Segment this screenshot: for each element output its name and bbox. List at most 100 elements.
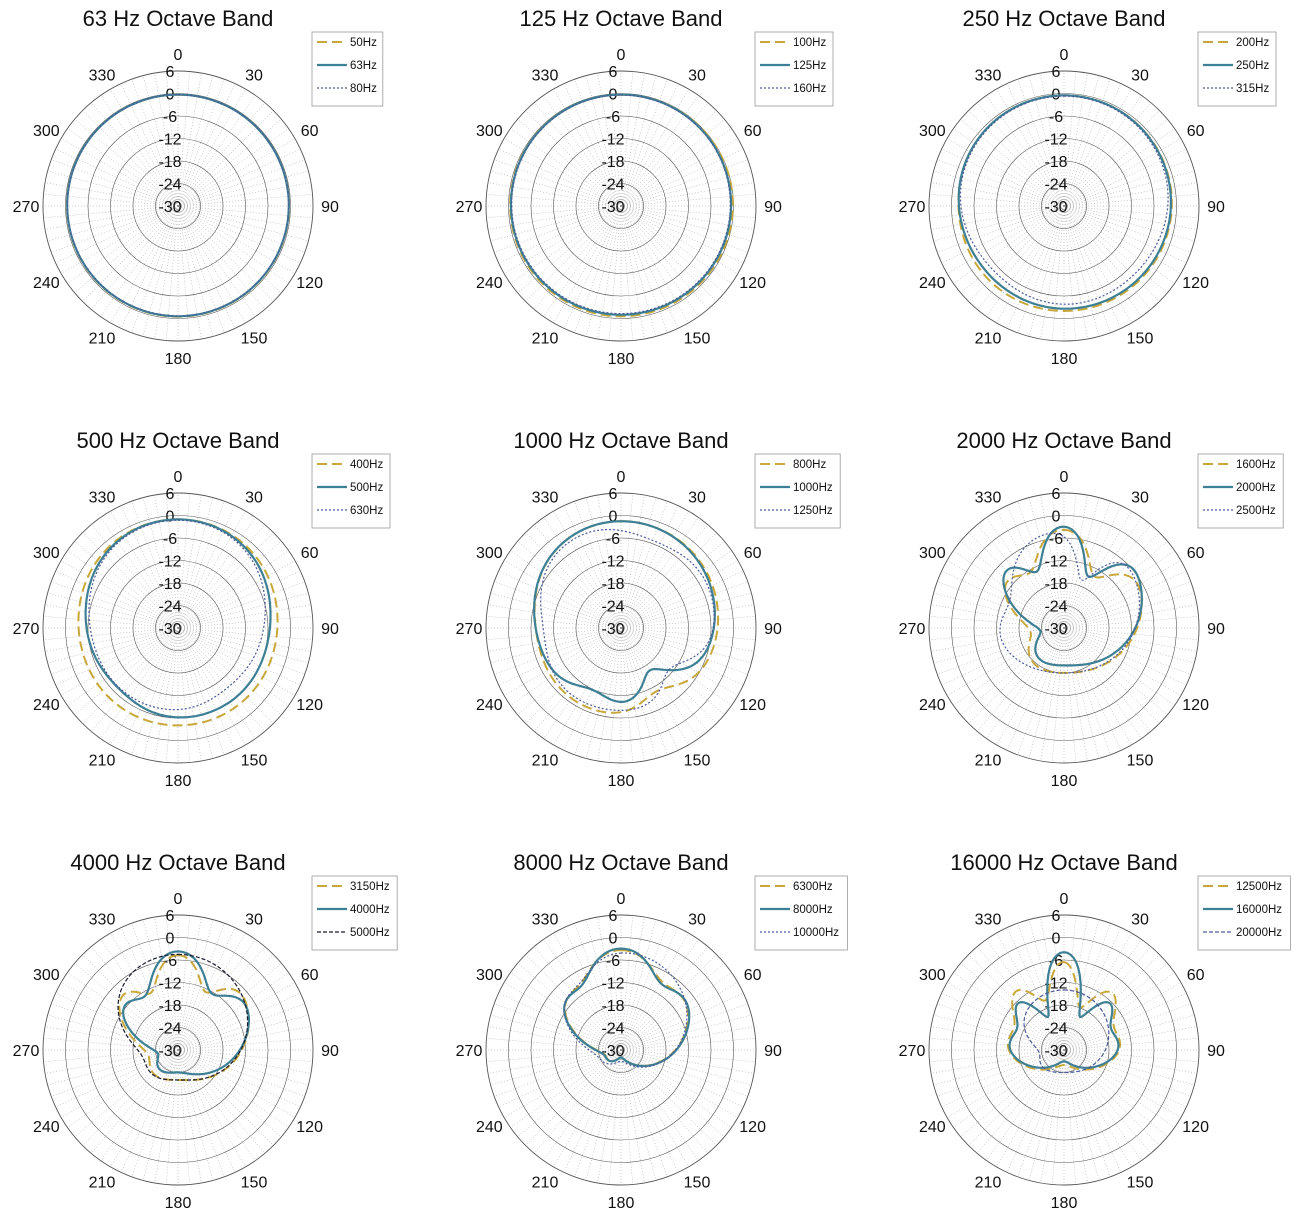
angle-tick-label: 0 (174, 47, 183, 64)
series-line (532, 520, 716, 704)
series-line (957, 94, 1172, 310)
radial-ring (42, 70, 314, 342)
angle-tick-label: 0 (174, 469, 183, 486)
angle-tick-label: 270 (13, 1043, 40, 1060)
radial-ring (485, 492, 757, 764)
legend-entry: 6300Hz (793, 881, 833, 893)
angle-tick-label: 210 (975, 753, 1002, 770)
series-line (66, 93, 290, 317)
legend-box (311, 453, 391, 529)
angle-tick-label: 120 (296, 697, 323, 714)
angle-tick-label: 300 (33, 967, 60, 984)
legend-entry: 250Hz (1236, 60, 1269, 72)
radial-tick-label: -18 (1044, 576, 1067, 593)
angle-tick-label: 150 (1127, 1175, 1154, 1192)
angle-tick-label: 60 (744, 123, 762, 140)
angle-tick-label: 240 (919, 1119, 946, 1136)
angle-tick-label: 0 (1060, 891, 1069, 908)
radial-tick-label: -24 (601, 599, 624, 616)
legend-entry: 1250Hz (793, 505, 833, 517)
radial-ring (598, 183, 644, 229)
angle-tick-label: 300 (919, 545, 946, 562)
series-line (1008, 951, 1120, 1069)
radial-ring (485, 914, 757, 1186)
radial-ring (65, 515, 291, 741)
series-line (1006, 960, 1122, 1071)
radial-ring (508, 937, 734, 1163)
radial-tick-label: -6 (163, 531, 177, 548)
radial-tick-label: -18 (1044, 154, 1067, 171)
angle-tick-label: 330 (89, 67, 116, 84)
legend-box (754, 31, 834, 107)
legend: 6300Hz 8000Hz 10000Hz (754, 875, 848, 951)
legend-entry: 16000Hz (1236, 904, 1282, 916)
angle-tick-label: 0 (1060, 47, 1069, 64)
radial-tick-label: -24 (158, 1021, 181, 1038)
angle-tick-label: 60 (744, 967, 762, 984)
angle-tick-label: 330 (975, 911, 1002, 928)
radial-tick-label: -30 (1044, 621, 1067, 638)
angle-tick-label: 300 (476, 545, 503, 562)
angle-tick-label: 90 (1207, 1043, 1225, 1060)
angle-tick-label: 150 (241, 331, 268, 348)
legend-box (754, 453, 841, 529)
angle-tick-label: 210 (532, 1175, 559, 1192)
radial-tick-label: -30 (158, 621, 181, 638)
angle-tick-label: 180 (1051, 1195, 1078, 1210)
angle-tick-label: 270 (13, 199, 40, 216)
legend: 3150Hz 4000Hz 5000Hz (311, 875, 398, 951)
angle-tick-label: 180 (165, 351, 192, 368)
radial-tick-label: -12 (601, 554, 624, 571)
series-line (117, 953, 249, 1081)
radial-tick-label: -18 (158, 576, 181, 593)
radial-ring (951, 937, 1177, 1163)
angle-tick-label: 120 (1182, 1119, 1209, 1136)
angle-tick-label: 60 (1187, 967, 1205, 984)
angle-tick-label: 270 (456, 199, 483, 216)
radial-tick-label: -18 (601, 576, 624, 593)
angle-tick-label: 240 (919, 275, 946, 292)
chart-title: 2000 Hz Octave Band (956, 428, 1171, 453)
radial-ring (65, 937, 291, 1163)
chart-title: 125 Hz Octave Band (519, 6, 722, 31)
angle-tick-label: 300 (476, 967, 503, 984)
radial-tick-label: -30 (601, 1043, 624, 1060)
angle-tick-label: 90 (1207, 621, 1225, 638)
radial-ring (132, 1004, 224, 1096)
radial-tick-label: -18 (1044, 998, 1067, 1015)
radial-ring (1041, 183, 1087, 229)
legend-box (311, 31, 384, 107)
legend-entry: 1000Hz (793, 482, 833, 494)
radial-tick-label: -24 (1044, 1021, 1067, 1038)
radial-tick-label: 6 (609, 64, 618, 81)
radial-tick-label: 6 (1052, 64, 1061, 81)
radial-tick-label: 0 (166, 509, 175, 526)
radial-ring (996, 560, 1132, 696)
legend-entry: 500Hz (350, 482, 383, 494)
radial-ring (575, 582, 667, 674)
chart-title: 8000 Hz Octave Band (513, 850, 728, 875)
radial-tick-label: -12 (1044, 554, 1067, 571)
polar-chart: 500 Hz Octave Band0306090120150180210240… (13, 428, 391, 790)
polar-chart: 1000 Hz Octave Band030609012015018021024… (456, 428, 841, 790)
angle-tick-label: 210 (89, 753, 116, 770)
series-line (999, 532, 1141, 674)
radial-ring (996, 982, 1132, 1118)
radial-ring (132, 582, 224, 674)
angle-tick-label: 30 (245, 489, 263, 506)
radial-tick-label: -6 (163, 953, 177, 970)
series-line (122, 950, 250, 1076)
radial-ring (530, 115, 712, 297)
angle-tick-label: 240 (33, 697, 60, 714)
legend-entry: 630Hz (350, 505, 383, 517)
chart-title: 63 Hz Octave Band (83, 6, 274, 31)
angle-tick-label: 120 (1182, 275, 1209, 292)
radial-ring (87, 115, 269, 297)
angle-tick-label: 240 (476, 275, 503, 292)
radial-ring (553, 560, 689, 696)
angle-tick-label: 210 (975, 1175, 1002, 1192)
radial-tick-label: -18 (601, 154, 624, 171)
legend-entry: 2000Hz (1236, 482, 1276, 494)
radial-tick-label: -24 (158, 177, 181, 194)
angle-tick-label: 300 (919, 967, 946, 984)
